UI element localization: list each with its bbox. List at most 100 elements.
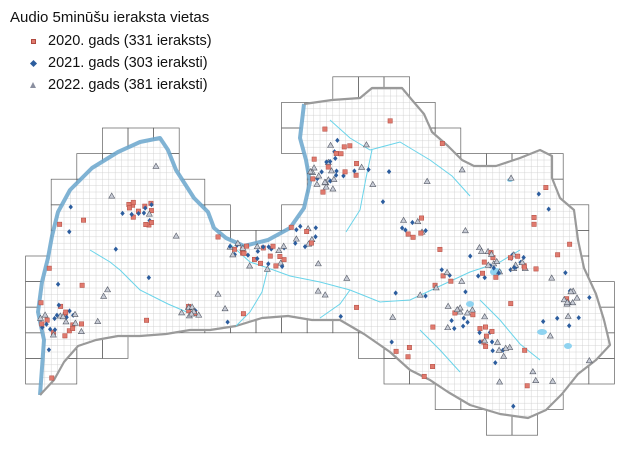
point-2022 bbox=[532, 376, 540, 383]
legend-item-2020: 2020. gads (331 ieraksts) bbox=[10, 30, 212, 52]
point-2021 bbox=[298, 223, 303, 229]
point-2020 bbox=[62, 333, 68, 339]
point-2021 bbox=[293, 240, 298, 246]
point-2022 bbox=[221, 305, 229, 312]
point-2020 bbox=[406, 345, 412, 350]
point-2020 bbox=[281, 257, 287, 263]
point-2020 bbox=[277, 254, 283, 259]
point-2022 bbox=[253, 242, 261, 250]
point-2020 bbox=[531, 221, 537, 227]
point-2020 bbox=[430, 324, 436, 330]
point-2021 bbox=[399, 225, 405, 231]
point-2021 bbox=[333, 155, 338, 162]
point-2021 bbox=[335, 137, 340, 143]
point-2021 bbox=[143, 205, 148, 211]
point-2021 bbox=[47, 326, 53, 332]
point-2021 bbox=[146, 275, 152, 281]
point-2020 bbox=[148, 220, 154, 225]
point-2022 bbox=[461, 226, 469, 234]
point-2021 bbox=[496, 270, 501, 276]
point-2022 bbox=[444, 302, 452, 309]
point-2021 bbox=[460, 323, 466, 329]
point-2021 bbox=[313, 225, 319, 231]
point-2022 bbox=[195, 311, 203, 318]
point-2021 bbox=[452, 325, 457, 332]
point-2021 bbox=[294, 227, 299, 233]
point-2020 bbox=[533, 266, 539, 272]
point-2021 bbox=[46, 347, 52, 353]
point-2020 bbox=[341, 144, 347, 150]
point-2021 bbox=[463, 289, 468, 295]
point-2022 bbox=[506, 343, 514, 350]
point-2021 bbox=[302, 244, 308, 250]
point-2021 bbox=[468, 253, 473, 259]
point-2022 bbox=[100, 292, 108, 299]
point-2020 bbox=[63, 309, 69, 315]
point-2022 bbox=[310, 164, 318, 171]
point-2022 bbox=[564, 312, 572, 319]
point-2020 bbox=[44, 317, 50, 323]
point-2020 bbox=[46, 265, 52, 271]
point-2020 bbox=[483, 324, 488, 330]
point-2022 bbox=[327, 167, 335, 174]
point-2021 bbox=[566, 323, 572, 329]
point-2022 bbox=[423, 177, 431, 184]
point-2022 bbox=[444, 323, 452, 331]
point-2021 bbox=[113, 246, 119, 252]
point-2021 bbox=[465, 319, 470, 325]
point-2020 bbox=[354, 304, 360, 310]
point-2020 bbox=[338, 151, 344, 157]
point-2022 bbox=[49, 331, 57, 338]
point-2021 bbox=[67, 308, 72, 314]
point-2021 bbox=[141, 210, 147, 216]
point-2021 bbox=[120, 210, 125, 216]
point-2022 bbox=[481, 313, 489, 320]
point-2022 bbox=[493, 338, 501, 345]
point-2022 bbox=[77, 327, 85, 335]
point-2022 bbox=[263, 265, 271, 272]
point-2020 bbox=[49, 375, 55, 381]
point-2022 bbox=[172, 232, 180, 239]
point-2022 bbox=[529, 368, 537, 375]
point-2022 bbox=[414, 217, 422, 224]
point-2020 bbox=[567, 241, 573, 247]
point-2020 bbox=[57, 221, 63, 227]
point-2021 bbox=[52, 327, 58, 333]
point-2021 bbox=[491, 265, 496, 271]
point-2021 bbox=[52, 315, 57, 322]
point-2022 bbox=[292, 235, 300, 242]
point-2022 bbox=[484, 261, 492, 268]
point-2021 bbox=[366, 167, 371, 173]
point-2020 bbox=[480, 270, 486, 276]
point-2021 bbox=[380, 199, 386, 205]
point-2020 bbox=[481, 259, 487, 265]
point-2020 bbox=[410, 234, 416, 240]
point-2021 bbox=[493, 360, 498, 366]
diamond-marker-icon bbox=[29, 59, 37, 67]
point-2020 bbox=[325, 164, 331, 170]
point-2022 bbox=[229, 251, 237, 258]
rivers bbox=[89, 119, 541, 373]
point-2020 bbox=[273, 263, 279, 269]
point-2021 bbox=[225, 319, 230, 325]
point-2020 bbox=[353, 172, 359, 178]
point-2022 bbox=[443, 268, 451, 275]
point-2020 bbox=[143, 222, 149, 227]
point-2022 bbox=[477, 247, 485, 254]
point-2022 bbox=[145, 210, 153, 217]
point-2020 bbox=[304, 229, 310, 234]
point-2022 bbox=[94, 317, 102, 324]
point-2021 bbox=[389, 339, 394, 345]
point-2022 bbox=[563, 298, 571, 305]
point-2022 bbox=[495, 346, 503, 353]
point-2022 bbox=[322, 183, 330, 190]
point-2022 bbox=[475, 243, 483, 251]
point-2021 bbox=[328, 178, 333, 184]
point-2021 bbox=[410, 219, 415, 226]
point-2022 bbox=[389, 313, 397, 320]
point-2022 bbox=[277, 259, 285, 266]
point-2021 bbox=[540, 318, 546, 325]
point-2022 bbox=[468, 306, 476, 313]
point-2022 bbox=[314, 287, 322, 294]
